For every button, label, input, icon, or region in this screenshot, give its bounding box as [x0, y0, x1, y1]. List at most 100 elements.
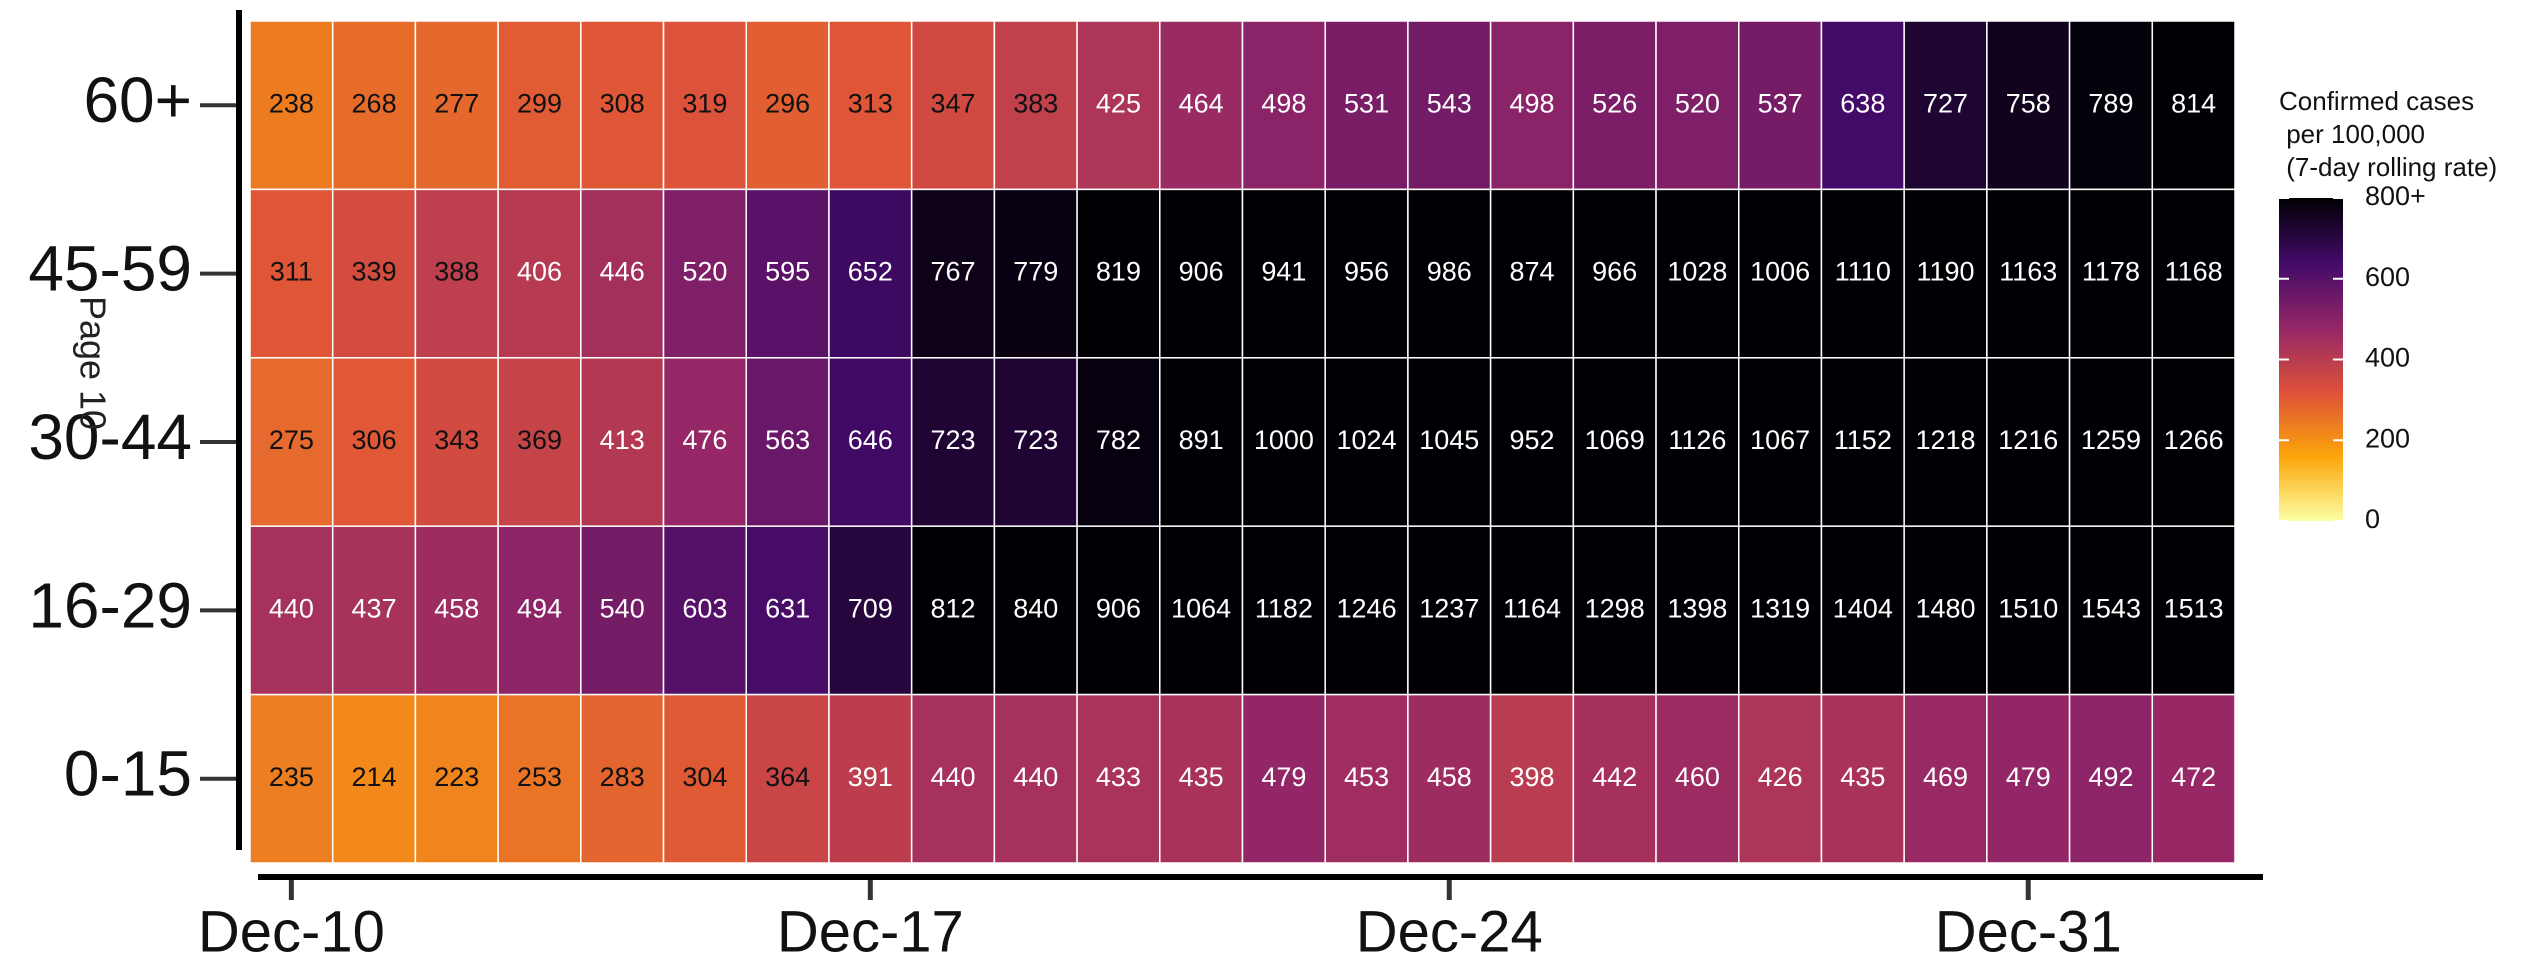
cell-label: 476: [682, 425, 727, 455]
cell-label: 723: [1013, 425, 1058, 455]
cell-label: 296: [765, 88, 810, 118]
heat-cell: [1738, 188, 1823, 359]
cell-label: 343: [434, 425, 479, 455]
heat-cell: [497, 188, 582, 359]
cell-label: 906: [1096, 594, 1141, 624]
heat-cell: [2068, 693, 2154, 864]
heat-cell: [1738, 20, 1823, 191]
heat-cell: [1241, 525, 1326, 696]
heat-cell: [2151, 693, 2236, 864]
heat-cell: [1159, 693, 1244, 864]
heat-cell: [1572, 693, 1657, 864]
heat-cell: [1324, 693, 1409, 864]
colorbar-tick-label: 200: [2365, 423, 2410, 453]
heat-cell: [1655, 357, 1740, 527]
heat-cell: [249, 525, 334, 696]
heat-cell: [580, 188, 665, 359]
cell-label: 469: [1923, 762, 1968, 792]
heat-cell: [1738, 525, 1823, 696]
cell-label: 369: [517, 425, 562, 455]
heat-cell: [1241, 20, 1326, 191]
cell-label: 268: [352, 88, 397, 118]
y-tick-label: 16-29: [28, 569, 192, 641]
heat-cell: [1076, 188, 1161, 359]
cell-label: 727: [1923, 88, 1968, 118]
heat-cell: [1076, 693, 1161, 864]
heat-cell: [331, 357, 417, 527]
heat-cell: [414, 693, 499, 864]
heat-cell: [1489, 20, 1575, 191]
heat-cell: [1407, 525, 1492, 696]
cell-label: 435: [1179, 762, 1224, 792]
cell-label: 464: [1179, 88, 1224, 118]
heat-cell: [1324, 188, 1409, 359]
cell-label: 406: [517, 257, 562, 287]
cell-label: 458: [1427, 762, 1472, 792]
cell-label: 1216: [1998, 425, 2058, 455]
heat-cell: [1903, 188, 1988, 359]
cell-label: 391: [848, 762, 893, 792]
heat-cell: [1903, 357, 1988, 527]
legend-title: Confirmed cases: [2279, 86, 2474, 116]
cell-label: 646: [848, 425, 893, 455]
cell-label: 874: [1509, 257, 1554, 287]
cell-label: 299: [517, 88, 562, 118]
heat-cell: [1489, 357, 1575, 527]
heat-cell: [2068, 20, 2154, 191]
cell-label: 537: [1758, 88, 1803, 118]
heat-cell: [331, 20, 417, 191]
cell-label: 1064: [1171, 594, 1231, 624]
heat-cell: [745, 357, 830, 527]
heat-cell: [414, 188, 499, 359]
cell-label: 1480: [1915, 594, 1975, 624]
cell-label: 494: [517, 594, 562, 624]
y-tick-label: 0-15: [64, 738, 192, 810]
cell-label: 446: [600, 257, 645, 287]
cell-label: 1069: [1585, 425, 1645, 455]
heat-cell: [745, 525, 830, 696]
heat-cell: [1241, 693, 1326, 864]
heat-cell: [2151, 20, 2236, 191]
heat-cell: [1820, 693, 1905, 864]
cell-label: 1163: [1999, 257, 2057, 287]
heat-cell: [662, 525, 748, 696]
cell-label: 638: [1840, 88, 1885, 118]
heat-cell: [1159, 20, 1244, 191]
cell-label: 531: [1344, 88, 1389, 118]
cell-label: 1298: [1585, 594, 1645, 624]
cell-label: 1543: [2081, 594, 2141, 624]
heat-cell: [1820, 20, 1905, 191]
cell-label: 435: [1840, 762, 1885, 792]
cell-label: 956: [1344, 257, 1389, 287]
cell-label: 498: [1261, 88, 1306, 118]
cell-label: 1266: [2164, 425, 2224, 455]
cell-label: 1168: [2165, 257, 2223, 287]
cell-label: 306: [352, 425, 397, 455]
heat-cell: [1076, 525, 1161, 696]
heat-cell: [1986, 188, 2071, 359]
cell-label: 277: [434, 88, 479, 118]
cell-label: 543: [1427, 88, 1472, 118]
heat-cell: [1572, 20, 1657, 191]
cell-label: 603: [682, 594, 727, 624]
heat-cell: [993, 20, 1078, 191]
cell-label: 986: [1427, 257, 1472, 287]
colorbar-tick-label: 600: [2365, 262, 2410, 292]
cell-label: 1237: [1419, 594, 1479, 624]
cell-label: 1152: [1834, 425, 1892, 455]
y-tick-label: 45-59: [28, 233, 192, 305]
cell-label: 1126: [1668, 425, 1726, 455]
cell-label: 319: [682, 88, 727, 118]
heat-cell: [1903, 693, 1988, 864]
heat-cell: [1903, 20, 1988, 191]
y-tick-label: 30-44: [28, 401, 192, 473]
heat-cell: [1241, 357, 1326, 527]
heat-cell: [1986, 693, 2071, 864]
cell-label: 492: [2088, 762, 2133, 792]
heat-cell: [331, 525, 417, 696]
heat-cell: [249, 20, 334, 191]
heat-cell: [2151, 357, 2236, 527]
cell-label: 819: [1096, 257, 1141, 287]
heat-cell: [1159, 525, 1244, 696]
